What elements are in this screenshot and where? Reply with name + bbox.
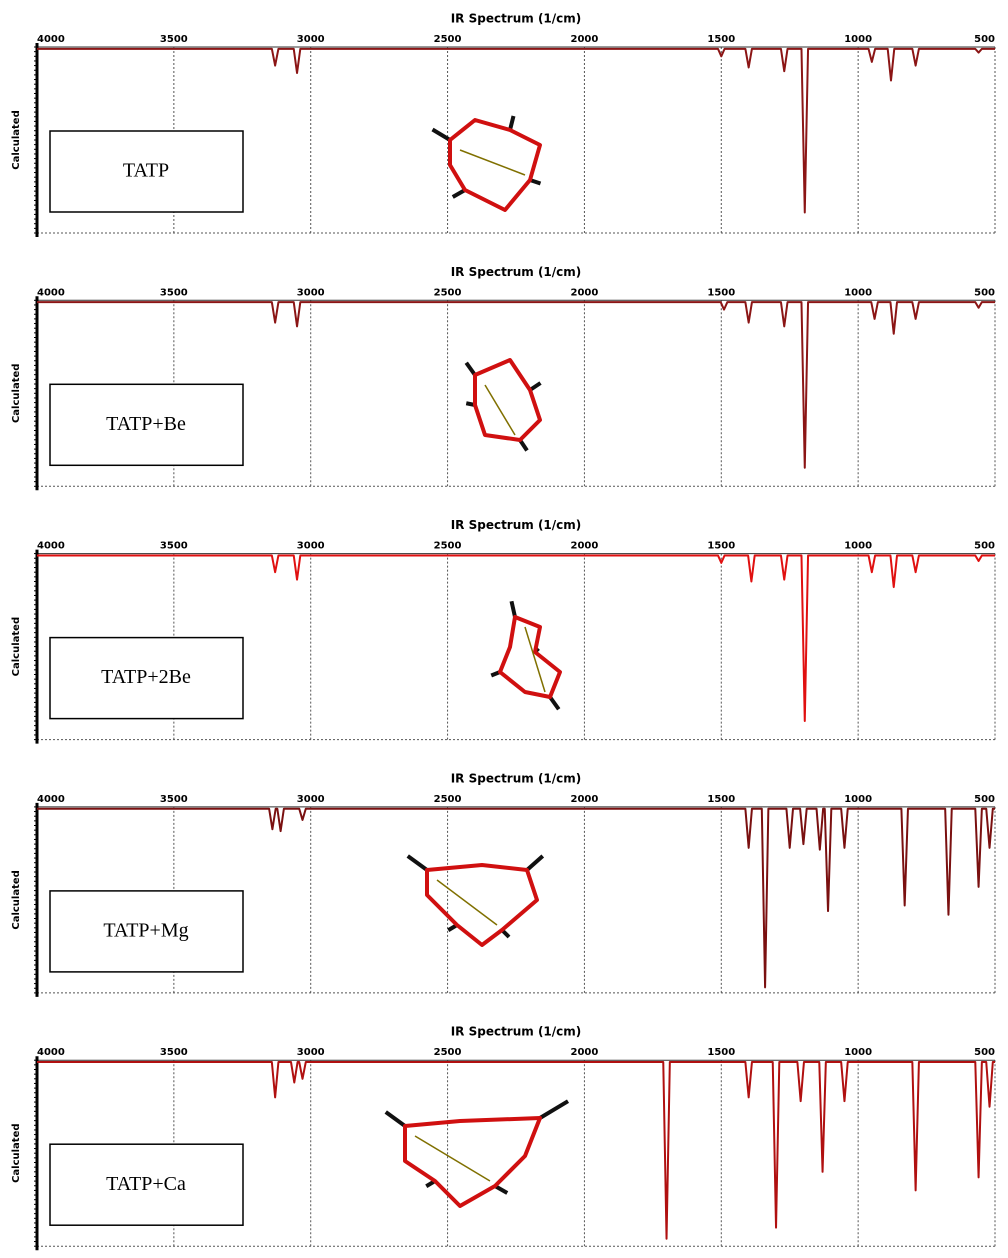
x-tick-label: 2500 [434,287,462,298]
bond [510,116,514,130]
panel: IR Spectrum (1/cm) Calculated 4000 3500 3000… [11,518,995,744]
ring [500,617,560,697]
x-tick-label: 500 [974,287,995,298]
x-tick-label: 3000 [297,1047,325,1058]
label-text: TATP [123,160,169,182]
x-tick-label: 2500 [434,794,462,805]
x-tick-label: 1500 [707,34,735,45]
panel: IR Spectrum (1/cm) Calculated 4000 3500 3000… [11,771,995,997]
chart-title: IR Spectrum (1/cm) [451,518,582,532]
bond [550,697,559,709]
x-tick-label: 4000 [37,287,65,298]
dipole-arrow [460,150,525,175]
figure: IR Spectrum (1/cm) Calculated 4000 3500 3000… [0,0,1008,1254]
bond [527,856,543,870]
x-tick-label: 3500 [160,541,188,552]
x-tick-label: 2000 [571,541,599,552]
x-tick-label: 3500 [160,1047,188,1058]
x-tick-label: 2500 [434,1047,462,1058]
bond [495,1186,507,1193]
y-axis-label: Calculated [11,1123,22,1182]
dipole-arrow [437,880,497,925]
x-tick-label: 1000 [844,287,872,298]
bond [466,363,475,375]
ring [427,865,537,945]
x-tick-label: 2500 [434,34,462,45]
x-tick-label: 2000 [571,34,599,45]
x-tick-label: 3000 [297,287,325,298]
label-text: TATP+2Be [101,666,191,688]
chart-title: IR Spectrum (1/cm) [451,265,582,279]
x-tick-label: 3500 [160,794,188,805]
panel: IR Spectrum (1/cm) Calculated 4000 3500 3000… [11,12,995,238]
x-tick-label: 500 [974,34,995,45]
y-axis-label: Calculated [11,364,22,423]
label-text: TATP+Be [106,413,186,435]
x-tick-label: 3000 [297,34,325,45]
chart-title: IR Spectrum (1/cm) [451,1025,582,1039]
chart-title: IR Spectrum (1/cm) [451,771,582,785]
dipole-arrow [485,385,515,435]
x-tick-label: 500 [974,541,995,552]
x-tick-label: 1500 [707,287,735,298]
x-tick-label: 1000 [844,1047,872,1058]
x-tick-label: 1500 [707,541,735,552]
panel: IR Spectrum (1/cm) Calculated 4000 3500 3000… [11,265,995,491]
x-tick-label: 500 [974,1047,995,1058]
y-axis-label: Calculated [11,870,22,929]
x-tick-label: 3000 [297,794,325,805]
x-tick-label: 3000 [297,541,325,552]
panel: IR Spectrum (1/cm) Calculated 4000 3500 3000… [11,1025,995,1251]
y-axis-label: Calculated [11,110,22,169]
x-tick-label: 500 [974,794,995,805]
y-axis-label: Calculated [11,617,22,676]
x-tick-label: 1500 [707,794,735,805]
x-tick-label: 1500 [707,1047,735,1058]
x-tick-label: 2000 [571,794,599,805]
bond [540,1101,568,1118]
bond [408,856,427,870]
bond [386,1112,405,1126]
x-tick-label: 4000 [37,794,65,805]
x-tick-label: 1000 [844,794,872,805]
ring [475,360,540,440]
ring [405,1118,540,1206]
x-tick-label: 1000 [844,34,872,45]
x-tick-label: 2500 [434,541,462,552]
x-tick-label: 2000 [571,1047,599,1058]
bond [453,190,465,197]
x-tick-label: 3500 [160,287,188,298]
label-text: TATP+Ca [106,1173,186,1195]
chart-title: IR Spectrum (1/cm) [451,12,582,26]
x-tick-label: 4000 [37,34,65,45]
x-tick-label: 3500 [160,34,188,45]
x-tick-label: 4000 [37,541,65,552]
x-tick-label: 2000 [571,287,599,298]
ring [450,120,540,210]
x-tick-label: 4000 [37,1047,65,1058]
bond [512,601,516,617]
label-text: TATP+Mg [103,919,188,941]
x-tick-label: 1000 [844,541,872,552]
